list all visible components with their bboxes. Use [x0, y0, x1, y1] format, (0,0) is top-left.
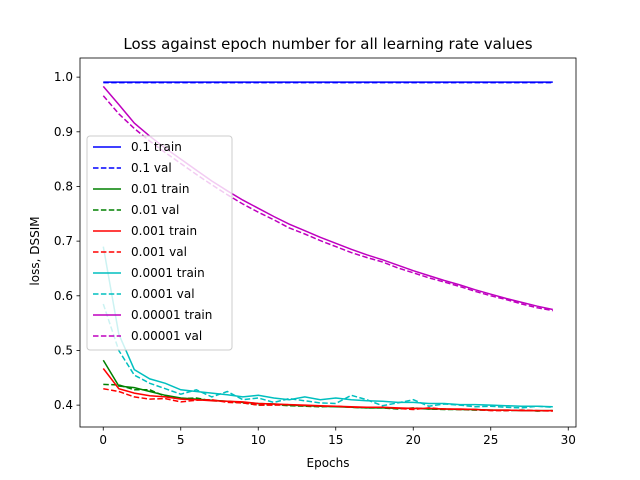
- x-axis: 0 5 10 15 20 25 30: [99, 427, 576, 447]
- y-tick-label: 1.0: [54, 70, 73, 84]
- x-tick-label: 30: [561, 433, 576, 447]
- y-axis: 0.4 0.5 0.6 0.7 0.8 0.9 1.0: [54, 70, 80, 412]
- legend-label: 0.0001 val: [131, 287, 195, 301]
- legend-box: [86, 135, 233, 351]
- y-tick-label: 0.6: [54, 289, 73, 303]
- x-tick-label: 0: [99, 433, 107, 447]
- legend-label: 0.01 train: [131, 182, 189, 196]
- legend-label: 0.0001 train: [131, 266, 205, 280]
- y-axis-label: loss, DSSIM: [28, 216, 42, 285]
- x-tick-label: 25: [483, 433, 498, 447]
- y-tick-label: 0.7: [54, 234, 73, 248]
- series-line-0-0001-train: [102, 246, 553, 408]
- series-line-0-001-train: [102, 368, 553, 412]
- y-tick-label: 0.4: [54, 398, 73, 412]
- legend: 0.1 train 0.1 val 0.01 train 0.01 val 0.001 …: [86, 135, 233, 351]
- legend-label: 0.00001 val: [131, 329, 202, 343]
- y-tick-label: 0.5: [54, 343, 73, 357]
- x-tick-label: 10: [251, 433, 266, 447]
- x-tick-label: 5: [177, 433, 185, 447]
- series-line-0-001-val: [103, 387, 553, 412]
- legend-label: 0.1 val: [131, 161, 172, 175]
- y-tick-label: 0.8: [54, 179, 73, 193]
- plot-frame: [79, 57, 577, 428]
- y-tick-label: 0.9: [54, 125, 73, 139]
- chart-title: Loss against epoch number for all learni…: [123, 35, 532, 53]
- legend-label: 0.001 train: [131, 224, 197, 238]
- x-tick-label: 15: [328, 433, 343, 447]
- x-axis-label: Epochs: [307, 456, 350, 470]
- legend-label: 0.01 val: [131, 203, 179, 217]
- legend-label: 0.001 val: [131, 245, 187, 259]
- legend-label: 0.00001 train: [131, 308, 212, 322]
- x-tick-label: 20: [406, 433, 421, 447]
- legend-label: 0.1 train: [131, 140, 182, 154]
- series-line-0-0001-val: [102, 303, 553, 409]
